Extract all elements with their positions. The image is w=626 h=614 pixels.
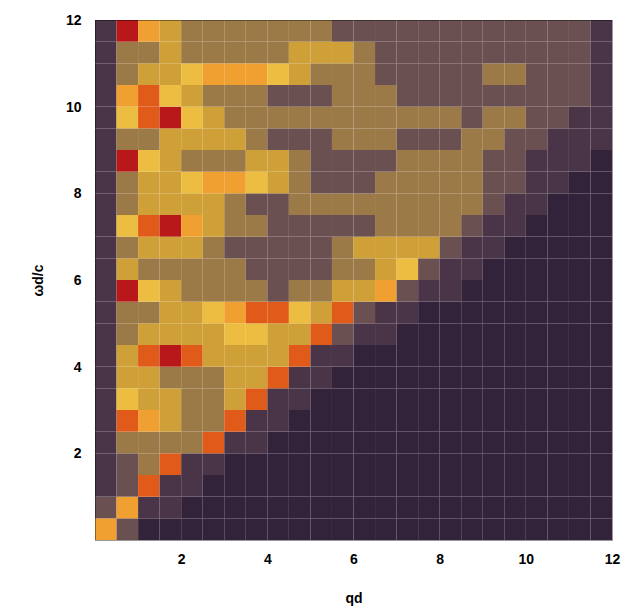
- svg-text:6: 6: [350, 551, 358, 567]
- svg-text:12: 12: [66, 12, 82, 28]
- svg-text:6: 6: [74, 272, 82, 288]
- svg-text:4: 4: [74, 359, 82, 375]
- svg-text:8: 8: [436, 551, 444, 567]
- svg-text:2: 2: [74, 445, 82, 461]
- svg-text:2: 2: [178, 551, 186, 567]
- svg-text:qd: qd: [345, 590, 362, 606]
- svg-text:10: 10: [66, 99, 82, 115]
- svg-text:ωd/c: ωd/c: [30, 264, 46, 296]
- svg-text:10: 10: [519, 551, 535, 567]
- svg-text:4: 4: [264, 551, 272, 567]
- svg-text:8: 8: [74, 185, 82, 201]
- svg-text:12: 12: [605, 551, 621, 567]
